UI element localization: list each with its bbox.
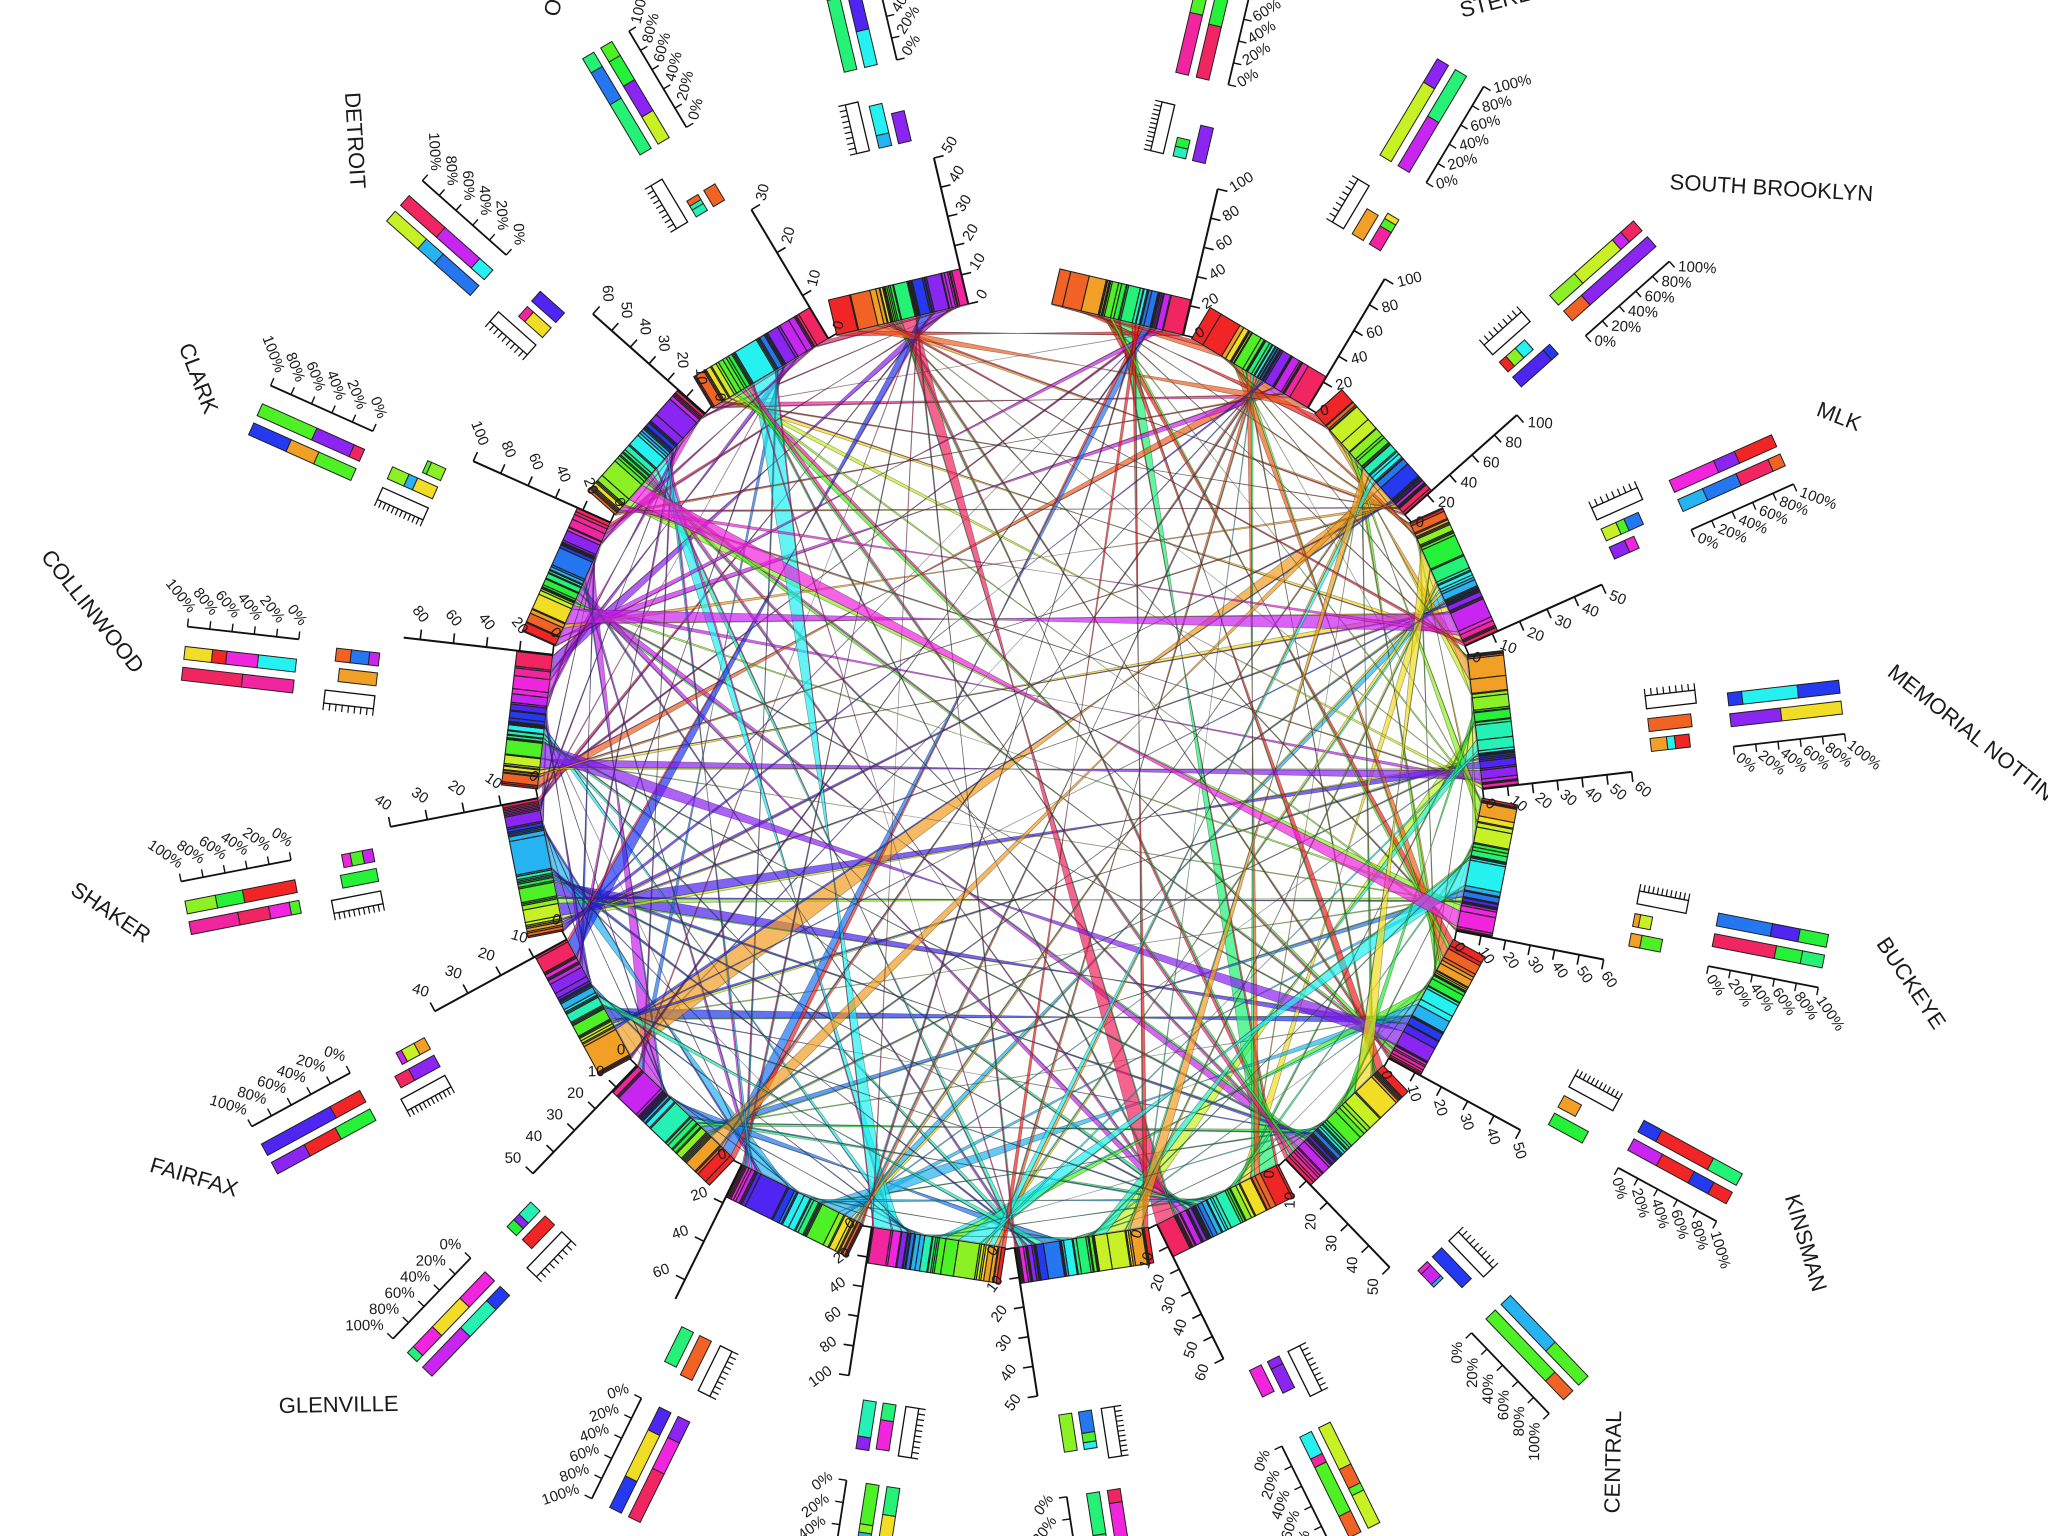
svg-text:100: 100 — [1527, 414, 1553, 432]
svg-text:0%: 0% — [510, 223, 528, 246]
svg-text:80%: 80% — [1661, 273, 1692, 292]
svg-text:20: 20 — [567, 1085, 584, 1102]
svg-text:10: 10 — [588, 1063, 605, 1080]
svg-text:40%: 40% — [1627, 303, 1658, 322]
svg-text:60%: 60% — [1644, 288, 1675, 307]
svg-text:20%: 20% — [416, 1252, 446, 1270]
svg-text:0: 0 — [1415, 514, 1424, 531]
svg-text:0: 0 — [617, 1041, 626, 1058]
svg-text:0: 0 — [711, 392, 728, 401]
svg-text:60: 60 — [599, 285, 617, 303]
svg-text:40: 40 — [525, 1128, 542, 1145]
svg-text:80%: 80% — [442, 155, 461, 186]
svg-text:0%: 0% — [1594, 333, 1617, 351]
svg-text:60%: 60% — [459, 170, 478, 201]
svg-text:40%: 40% — [476, 185, 495, 216]
svg-text:60: 60 — [1482, 454, 1500, 472]
svg-text:20%: 20% — [492, 200, 511, 231]
svg-text:50: 50 — [1365, 1278, 1382, 1295]
svg-text:50: 50 — [504, 1150, 521, 1167]
svg-text:10: 10 — [1282, 1192, 1299, 1209]
svg-text:80: 80 — [1505, 434, 1523, 452]
svg-text:40: 40 — [1460, 474, 1478, 492]
svg-text:60%: 60% — [384, 1285, 414, 1303]
svg-text:80%: 80% — [369, 1301, 399, 1319]
svg-text:20: 20 — [1302, 1213, 1319, 1230]
svg-text:0%: 0% — [1449, 1342, 1466, 1364]
svg-text:20: 20 — [1438, 494, 1456, 512]
svg-text:30: 30 — [655, 334, 673, 352]
svg-text:40: 40 — [1344, 1257, 1361, 1274]
svg-text:GLENVILLE: GLENVILLE — [278, 1391, 398, 1418]
svg-text:10: 10 — [692, 368, 710, 386]
svg-text:0: 0 — [1261, 1170, 1278, 1179]
svg-text:30: 30 — [546, 1106, 563, 1123]
svg-text:40: 40 — [636, 318, 654, 336]
svg-text:100%: 100% — [345, 1317, 384, 1335]
svg-text:100%: 100% — [1526, 1422, 1544, 1461]
svg-text:0%: 0% — [439, 1236, 461, 1253]
svg-text:100%: 100% — [425, 132, 444, 171]
svg-text:30: 30 — [1323, 1235, 1340, 1252]
svg-text:40%: 40% — [400, 1268, 430, 1286]
svg-text:20%: 20% — [1464, 1358, 1482, 1388]
svg-text:20%: 20% — [1611, 318, 1642, 337]
svg-text:100%: 100% — [1678, 258, 1717, 277]
svg-text:CENTRAL: CENTRAL — [1599, 1410, 1626, 1513]
svg-text:20: 20 — [673, 351, 691, 369]
svg-text:50: 50 — [617, 301, 635, 319]
